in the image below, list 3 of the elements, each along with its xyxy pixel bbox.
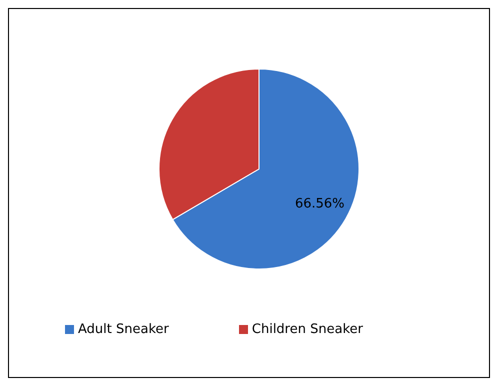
legend-label: Children Sneaker bbox=[252, 322, 363, 337]
legend-label: Adult Sneaker bbox=[78, 322, 169, 337]
data-label: 66.56% bbox=[294, 196, 345, 212]
